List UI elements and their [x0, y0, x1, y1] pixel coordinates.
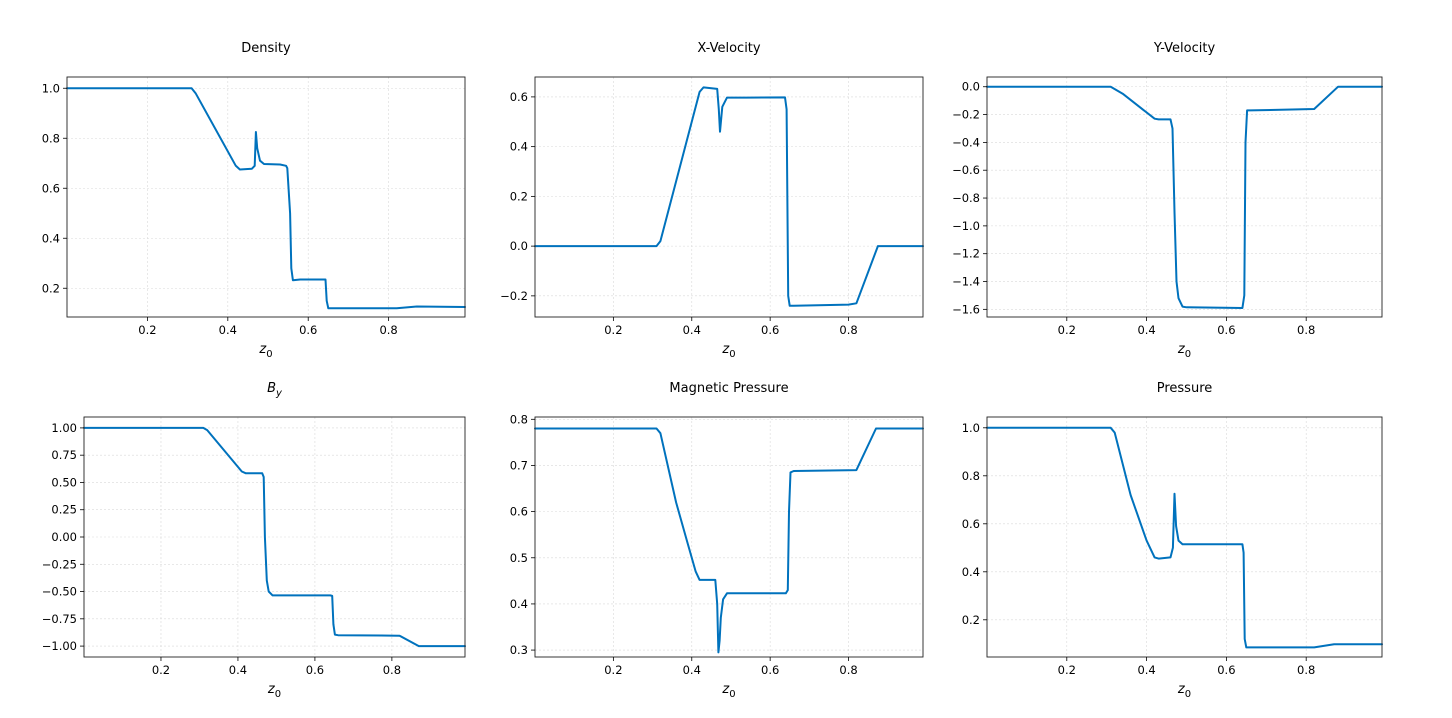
series-line: [534, 427, 924, 654]
y-tick-label: 0.6: [510, 505, 528, 519]
chart-title: Magnetic Pressure: [669, 381, 788, 396]
x-tick-label: 0.2: [1058, 323, 1076, 337]
x-tick-label: 0.4: [1137, 663, 1155, 677]
y-tick-label: −0.50: [42, 585, 77, 599]
y-tick-label: −0.8: [952, 191, 980, 205]
y-tick-label: 0.4: [962, 565, 980, 579]
chart-panel-6: 0.2 0.4 0.6 0.8 0.2 0.4 0.6 0.8 1.0 Pressure z0: [962, 381, 1383, 700]
x-tick-label: 0.2: [152, 663, 170, 677]
y-tick-label: −0.2: [952, 108, 980, 122]
y-tick-label: 0.00: [51, 530, 77, 544]
x-tick-label: 0.2: [1058, 663, 1076, 677]
y-tick-label: −1.2: [952, 247, 980, 261]
y-tick-label: 0.6: [962, 517, 980, 531]
x-tick-label: 0.4: [219, 323, 237, 337]
x-axis-label: z0: [1177, 342, 1191, 360]
y-tick-label: 1.0: [962, 421, 980, 435]
y-tick-label: 0.7: [510, 458, 528, 472]
y-tick-label: 0.0: [510, 239, 528, 253]
y-tick-label: 0.2: [42, 281, 60, 295]
x-tick-label: 0.2: [604, 323, 622, 337]
x-tick-label: 0.8: [379, 323, 397, 337]
y-tick-label: −0.4: [952, 135, 980, 149]
plot-frame: [986, 76, 1383, 318]
x-tick-label: 0.6: [1217, 323, 1235, 337]
x-tick-label: 0.4: [683, 663, 701, 677]
chart-title: Density: [241, 41, 291, 56]
x-tick-label: 0.6: [299, 323, 317, 337]
chart-title: By: [267, 381, 283, 399]
series-line: [66, 87, 466, 310]
y-tick-label: 1.0: [42, 81, 60, 95]
x-tick-label: 0.4: [1137, 323, 1155, 337]
chart-title: Y-Velocity: [1153, 41, 1216, 56]
series-line: [986, 426, 1383, 649]
y-tick-label: 0.6: [510, 90, 528, 104]
x-tick-label: 0.4: [229, 663, 247, 677]
x-axis-label: z0: [258, 342, 272, 360]
y-tick-label: 0.50: [51, 475, 77, 489]
y-tick-label: −1.00: [42, 639, 77, 653]
chart-panel-1: 0.2 0.4 0.6 0.8 0.2 0.4 0.6 0.8 1.0 Density z0: [42, 41, 466, 360]
chart-title: X-Velocity: [697, 41, 760, 56]
y-tick-label: 0.8: [962, 469, 980, 483]
plot-frame: [534, 416, 924, 658]
y-tick-label: −0.6: [952, 163, 980, 177]
plot-frame: [66, 76, 466, 318]
chart-panel-5: 0.2 0.4 0.6 0.8 0.3 0.4 0.5 0.6 0.7 0.8 Magnetic P…: [510, 381, 924, 700]
series-line: [534, 86, 924, 307]
y-tick-label: −0.25: [42, 557, 77, 571]
x-tick-label: 0.8: [1297, 323, 1315, 337]
chart-panel-3: 0.2 0.4 0.6 0.8 −1.6 −1.4 −1.2 −1.0 −0.8 −0.6 −0.4…: [952, 41, 1383, 360]
y-tick-label: −1.0: [952, 219, 980, 233]
x-tick-label: 0.6: [761, 323, 779, 337]
y-tick-label: 0.4: [42, 231, 60, 245]
x-axis-label: z0: [721, 342, 735, 360]
x-tick-label: 0.8: [839, 323, 857, 337]
x-tick-label: 0.2: [138, 323, 156, 337]
x-axis-label: z0: [267, 682, 281, 700]
x-axis-label: z0: [1177, 682, 1191, 700]
y-tick-label: 0.8: [510, 412, 528, 426]
y-tick-label: 0.6: [42, 181, 60, 195]
x-tick-label: 0.4: [683, 323, 701, 337]
plot-frame: [986, 416, 1383, 658]
y-tick-label: 0.3: [510, 643, 528, 657]
y-tick-label: 0.0: [962, 80, 980, 94]
y-tick-label: −1.4: [952, 275, 980, 289]
y-tick-label: 0.25: [51, 503, 77, 517]
y-tick-label: −0.2: [500, 289, 528, 303]
series-line: [986, 85, 1383, 309]
y-tick-label: 1.00: [51, 421, 77, 435]
y-tick-label: −0.75: [42, 612, 77, 626]
x-tick-label: 0.6: [1217, 663, 1235, 677]
x-axis-label: z0: [721, 682, 735, 700]
chart-panel-4: 0.2 0.4 0.6 0.8 −1.00 −0.75 −0.50 −0.25 0.00 0.25…: [42, 381, 466, 700]
y-tick-label: 0.8: [42, 131, 60, 145]
x-tick-label: 0.6: [306, 663, 324, 677]
y-tick-label: 0.2: [962, 613, 980, 627]
y-tick-label: 0.4: [510, 140, 528, 154]
series-line: [83, 426, 466, 648]
x-tick-label: 0.8: [839, 663, 857, 677]
chart-panel-2: 0.2 0.4 0.6 0.8 −0.2 0.0 0.2 0.4 0.6 X-Velocity z0: [500, 41, 924, 360]
x-tick-label: 0.6: [761, 663, 779, 677]
y-tick-label: −1.6: [952, 302, 980, 316]
y-tick-label: 0.75: [51, 448, 77, 462]
chart-title: Pressure: [1157, 381, 1213, 396]
plot-frame: [534, 76, 924, 318]
x-tick-label: 0.8: [383, 663, 401, 677]
x-tick-label: 0.2: [604, 663, 622, 677]
x-tick-label: 0.8: [1297, 663, 1315, 677]
y-tick-label: 0.5: [510, 551, 528, 565]
y-tick-label: 0.4: [510, 597, 528, 611]
y-tick-label: 0.2: [510, 189, 528, 203]
